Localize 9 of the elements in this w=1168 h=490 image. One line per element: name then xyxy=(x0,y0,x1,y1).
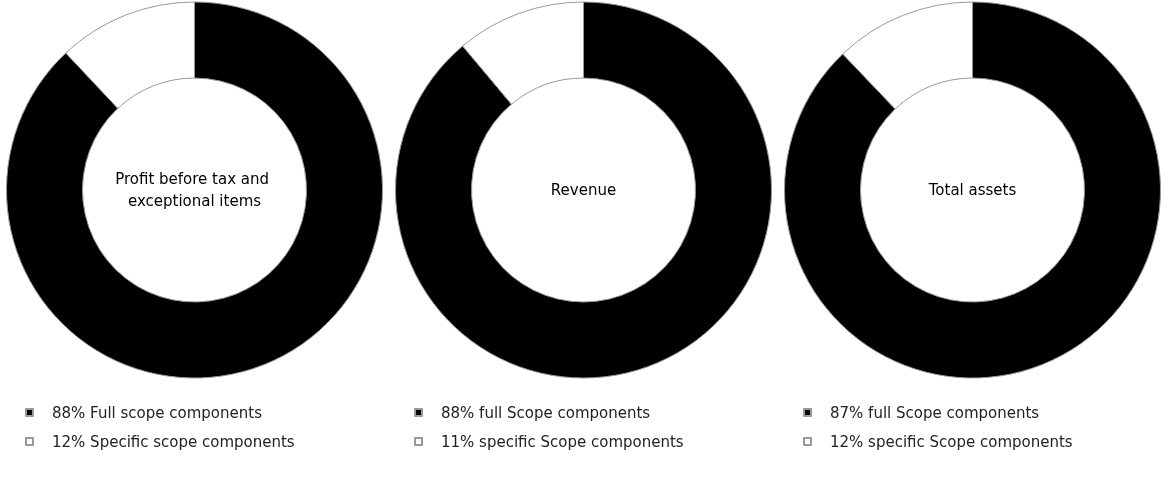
legend-label: 12% specific Scope components xyxy=(830,432,1073,451)
text: Total assets xyxy=(927,181,1017,199)
text: Revenue xyxy=(550,181,617,199)
legend-label: 12% Specific scope components xyxy=(52,432,295,451)
legend-label: 88% Full scope components xyxy=(52,403,263,422)
text: Profit before tax and exceptional items xyxy=(115,170,274,210)
legend-label: 87% full Scope components xyxy=(830,403,1040,422)
legend-label: 88% full Scope components xyxy=(441,403,651,422)
legend-label: 11% specific Scope components xyxy=(441,432,684,451)
